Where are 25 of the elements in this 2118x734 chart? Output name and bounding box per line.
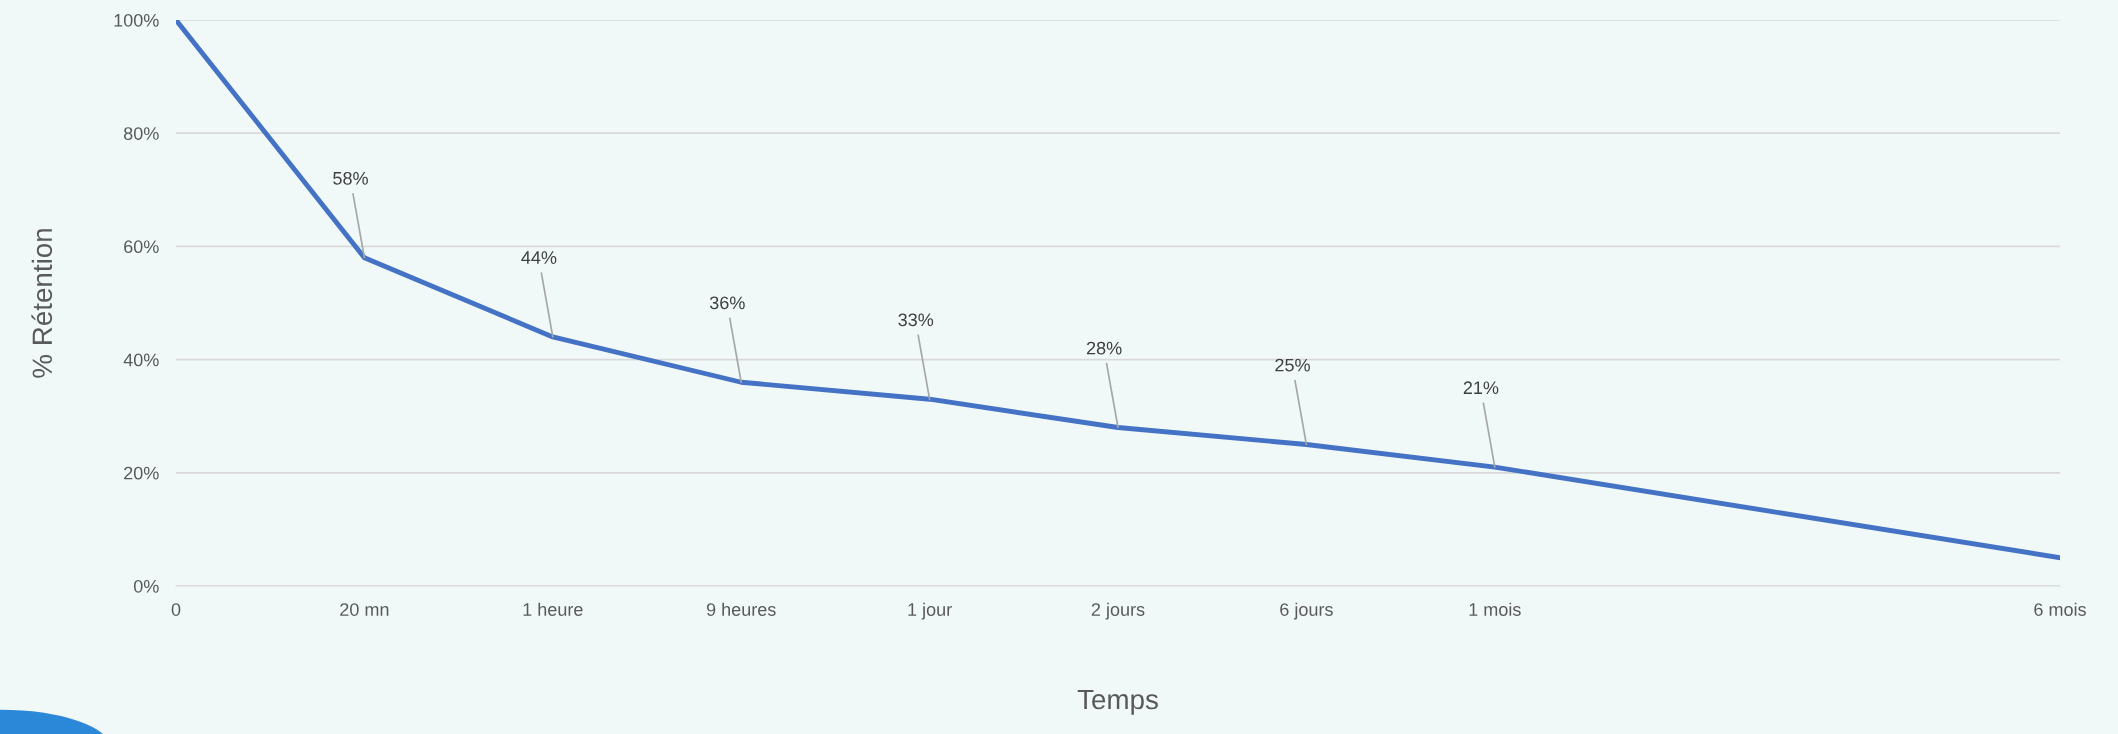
x-tick-label: 20 mn [340, 603, 389, 616]
x-tick-label: 1 mois [1469, 602, 1521, 616]
data-label: 58% [333, 171, 368, 185]
x-tick-label: 1 jour [908, 602, 952, 620]
y-tick-label: 100% [114, 13, 159, 27]
y-axis-title: % Rétention [31, 229, 53, 378]
y-tick-label: 60% [124, 240, 159, 254]
x-tick-label: 6 mois [2034, 602, 2086, 616]
x-tick-label: 1 heure [523, 602, 583, 616]
data-label: 33% [898, 313, 934, 327]
y-tick-label: 40% [123, 353, 159, 367]
x-tick-label: 2 jours [1091, 602, 1145, 620]
x-tick-label: 9 heures [706, 602, 776, 616]
data-label: 21% [1463, 381, 1499, 395]
x-axis-title: Temps [1077, 689, 1158, 715]
data-label: 25% [1275, 358, 1310, 372]
y-tick-label: 0% [133, 579, 159, 593]
y-tick-label: 20% [124, 466, 159, 480]
y-tick-label: 80% [123, 127, 159, 140]
x-tick-label: 6 jours [1280, 602, 1333, 620]
data-label: 28% [1086, 341, 1122, 355]
x-tick-label: 0 [171, 603, 181, 616]
line-series [176, 20, 2060, 561]
data-label: 36% [709, 296, 745, 310]
data-label: 44% [521, 251, 557, 264]
